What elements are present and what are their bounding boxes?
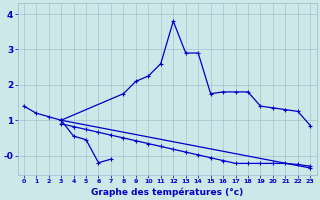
X-axis label: Graphe des températures (°c): Graphe des températures (°c) xyxy=(91,187,243,197)
